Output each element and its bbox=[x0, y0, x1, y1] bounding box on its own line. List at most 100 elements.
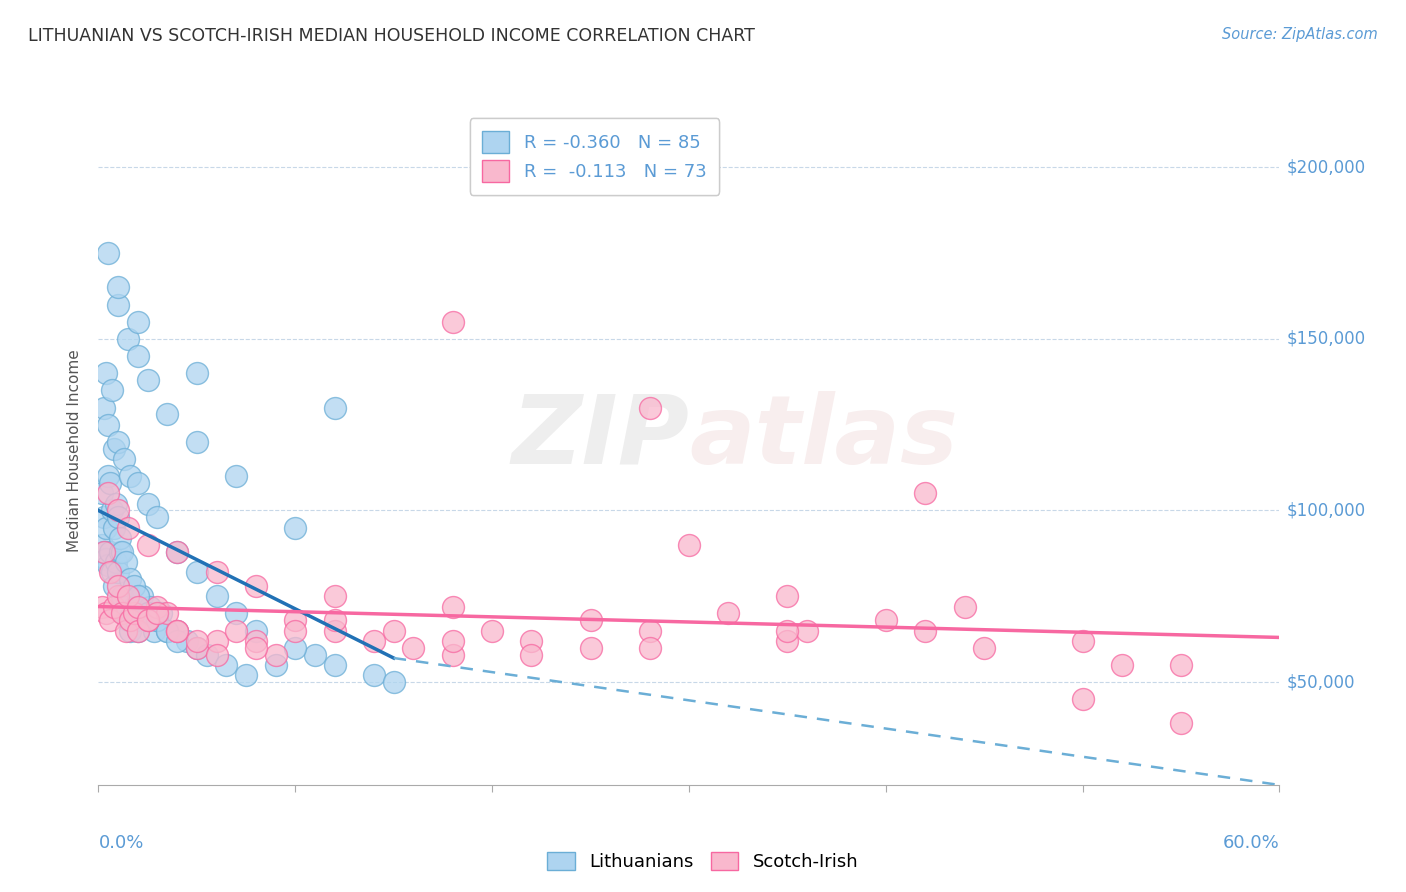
Point bbox=[107, 510, 129, 524]
Point bbox=[796, 624, 818, 638]
Point bbox=[107, 298, 129, 312]
Point bbox=[107, 579, 129, 593]
Point bbox=[146, 607, 169, 621]
Point bbox=[131, 589, 153, 603]
Point bbox=[96, 607, 118, 621]
Point bbox=[205, 648, 228, 662]
Point bbox=[441, 315, 464, 329]
Point bbox=[382, 675, 405, 690]
Point bbox=[108, 531, 131, 545]
Point bbox=[441, 648, 464, 662]
Point bbox=[108, 544, 131, 558]
Point bbox=[97, 558, 120, 573]
Point bbox=[146, 510, 169, 524]
Point bbox=[382, 624, 405, 638]
Point bbox=[91, 538, 114, 552]
Point bbox=[115, 599, 138, 614]
Point bbox=[441, 633, 464, 648]
Point bbox=[93, 544, 115, 558]
Point bbox=[875, 613, 897, 627]
Point bbox=[136, 538, 159, 552]
Point bbox=[118, 613, 141, 627]
Point bbox=[101, 566, 124, 580]
Point bbox=[93, 510, 115, 524]
Point bbox=[264, 657, 287, 672]
Point bbox=[98, 544, 121, 558]
Point bbox=[304, 648, 326, 662]
Point bbox=[107, 589, 129, 603]
Point bbox=[638, 401, 661, 415]
Point bbox=[195, 648, 218, 662]
Point bbox=[103, 442, 125, 456]
Text: ZIP: ZIP bbox=[510, 391, 689, 483]
Point bbox=[1170, 716, 1192, 731]
Point bbox=[146, 613, 169, 627]
Point bbox=[205, 566, 228, 580]
Point bbox=[127, 589, 149, 603]
Point bbox=[245, 640, 267, 655]
Point bbox=[323, 657, 346, 672]
Point bbox=[112, 607, 135, 621]
Point bbox=[107, 503, 129, 517]
Point bbox=[136, 607, 159, 621]
Point bbox=[111, 544, 134, 558]
Point bbox=[121, 607, 143, 621]
Point bbox=[186, 633, 208, 648]
Point bbox=[245, 624, 267, 638]
Text: 60.0%: 60.0% bbox=[1223, 834, 1279, 852]
Point bbox=[111, 607, 134, 621]
Text: $100,000: $100,000 bbox=[1286, 501, 1365, 519]
Point bbox=[136, 373, 159, 387]
Point bbox=[105, 497, 128, 511]
Point bbox=[717, 607, 740, 621]
Point bbox=[914, 624, 936, 638]
Text: $200,000: $200,000 bbox=[1286, 159, 1365, 177]
Point bbox=[225, 624, 247, 638]
Point bbox=[136, 497, 159, 511]
Point bbox=[953, 599, 976, 614]
Point bbox=[142, 624, 165, 638]
Text: $150,000: $150,000 bbox=[1286, 330, 1365, 348]
Point bbox=[98, 566, 121, 580]
Point bbox=[225, 469, 247, 483]
Point bbox=[441, 599, 464, 614]
Point bbox=[115, 555, 138, 569]
Point bbox=[93, 544, 115, 558]
Point bbox=[122, 607, 145, 621]
Point bbox=[146, 613, 169, 627]
Point bbox=[136, 613, 159, 627]
Point bbox=[91, 599, 114, 614]
Point bbox=[127, 599, 149, 614]
Point bbox=[105, 555, 128, 569]
Point bbox=[107, 280, 129, 294]
Point bbox=[166, 544, 188, 558]
Point bbox=[166, 633, 188, 648]
Point bbox=[284, 640, 307, 655]
Point bbox=[284, 624, 307, 638]
Point bbox=[402, 640, 425, 655]
Point bbox=[1071, 692, 1094, 706]
Point bbox=[136, 613, 159, 627]
Point bbox=[215, 657, 238, 672]
Point bbox=[323, 624, 346, 638]
Point bbox=[205, 589, 228, 603]
Point bbox=[186, 434, 208, 449]
Point bbox=[127, 624, 149, 638]
Point bbox=[127, 476, 149, 491]
Point bbox=[156, 408, 179, 422]
Point bbox=[1071, 633, 1094, 648]
Point bbox=[127, 315, 149, 329]
Point bbox=[118, 624, 141, 638]
Point bbox=[973, 640, 995, 655]
Text: atlas: atlas bbox=[689, 391, 957, 483]
Point bbox=[205, 633, 228, 648]
Point bbox=[107, 566, 129, 580]
Point bbox=[166, 544, 188, 558]
Point bbox=[776, 624, 799, 638]
Point bbox=[103, 599, 125, 614]
Point bbox=[118, 469, 141, 483]
Point bbox=[97, 486, 120, 500]
Point bbox=[97, 246, 120, 260]
Point bbox=[115, 624, 138, 638]
Point bbox=[101, 384, 124, 398]
